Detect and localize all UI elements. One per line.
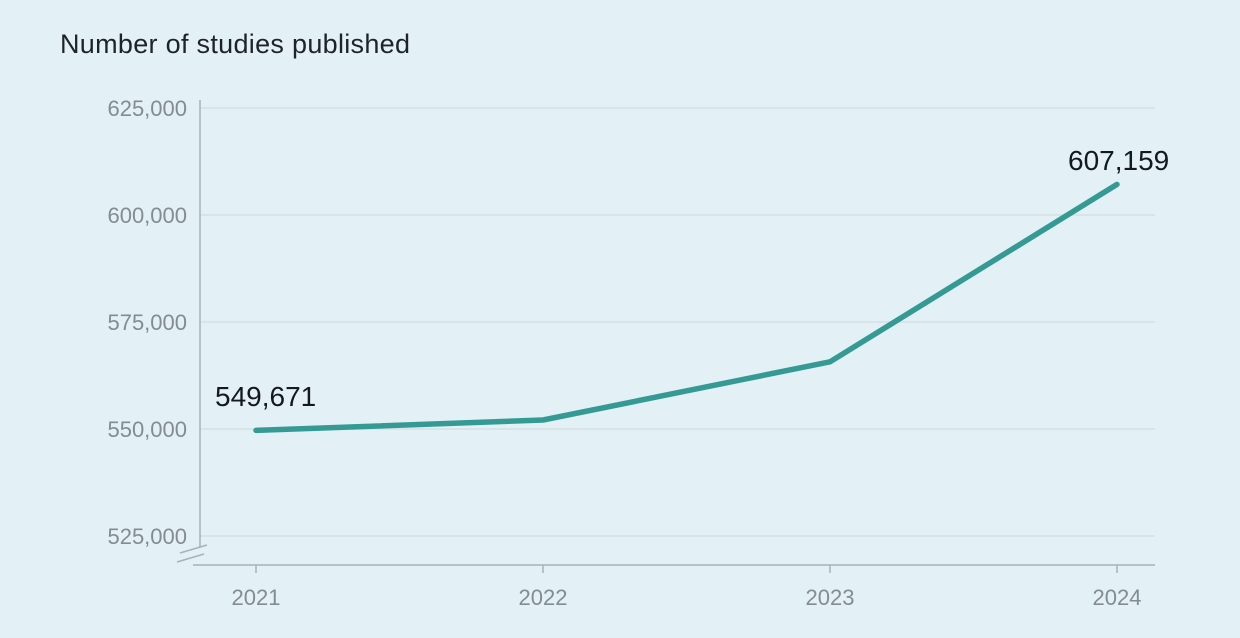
x-tick-label: 2022 (519, 585, 568, 610)
y-axis-break-icon (176, 553, 205, 563)
y-axis-break-icon (179, 544, 208, 554)
y-tick-label: 550,000 (107, 417, 187, 442)
x-tick-label: 2023 (806, 585, 855, 610)
x-tick-label: 2024 (1093, 585, 1142, 610)
data-line-series (253, 181, 1120, 434)
y-tick-label: 600,000 (107, 203, 187, 228)
y-tick-label: 575,000 (107, 310, 187, 335)
data-point-label: 607,159 (1068, 145, 1169, 176)
x-tick-label: 2021 (232, 585, 281, 610)
chart-title: Number of studies published (60, 29, 411, 59)
y-tick-label: 625,000 (107, 96, 187, 121)
y-tick-label: 525,000 (107, 524, 187, 549)
data-point-label: 549,671 (215, 381, 316, 412)
